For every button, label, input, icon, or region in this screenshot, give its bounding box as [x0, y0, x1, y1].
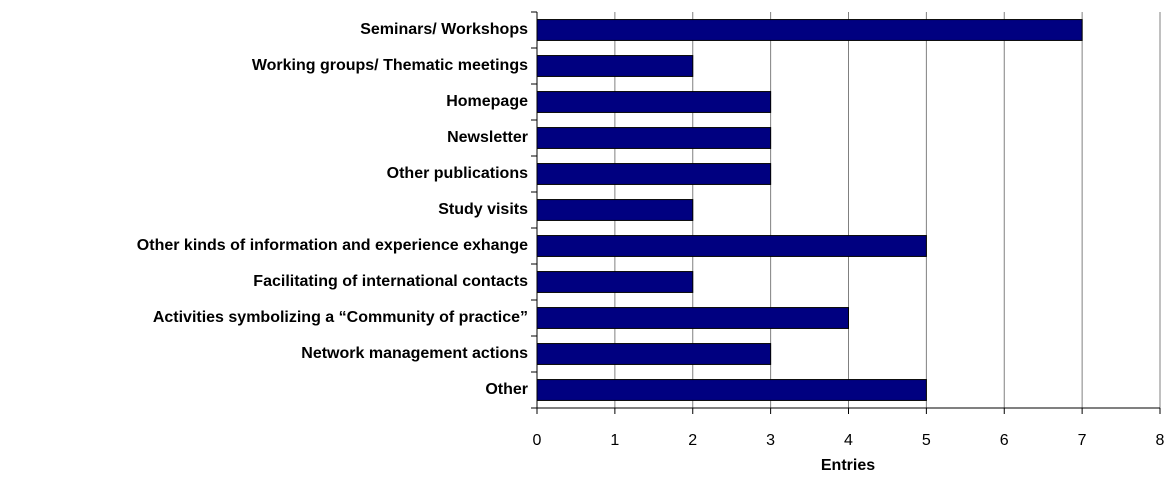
- bar: [536, 199, 694, 221]
- y-tick-label: Working groups/ Thematic meetings: [252, 57, 528, 74]
- y-tick-label: Facilitating of international contacts: [253, 273, 528, 290]
- x-tick-label: 6: [1000, 432, 1009, 449]
- y-tick-label: Study visits: [438, 201, 528, 218]
- bar: [536, 235, 927, 257]
- bar: [536, 271, 694, 293]
- bar: [536, 343, 772, 365]
- bar: [536, 127, 772, 149]
- y-tick-label: Network management actions: [301, 345, 528, 362]
- y-tick-label: Newsletter: [447, 129, 528, 146]
- x-tick-label: 1: [610, 432, 619, 449]
- bar: [536, 19, 1083, 41]
- bar: [536, 91, 772, 113]
- bar: [536, 55, 694, 77]
- y-tick-label: Other publications: [387, 165, 528, 182]
- x-tick-label: 7: [1078, 432, 1087, 449]
- bar: [536, 379, 927, 401]
- x-tick-label: 5: [922, 432, 931, 449]
- y-tick-label: Other kinds of information and experienc…: [137, 237, 528, 254]
- x-axis-label: Entries: [821, 457, 875, 474]
- x-tick-label: 2: [688, 432, 697, 449]
- y-tick-label: Seminars/ Workshops: [360, 21, 528, 38]
- x-tick-label: 0: [533, 432, 542, 449]
- x-tick-label: 4: [844, 432, 853, 449]
- bar: [536, 163, 772, 185]
- x-tick-label: 3: [766, 432, 775, 449]
- y-tick-label: Activities symbolizing a “Community of p…: [153, 309, 528, 326]
- bar: [536, 307, 849, 329]
- x-tick-label: 8: [1156, 432, 1165, 449]
- y-tick-label: Other: [485, 381, 528, 398]
- y-tick-label: Homepage: [446, 93, 528, 110]
